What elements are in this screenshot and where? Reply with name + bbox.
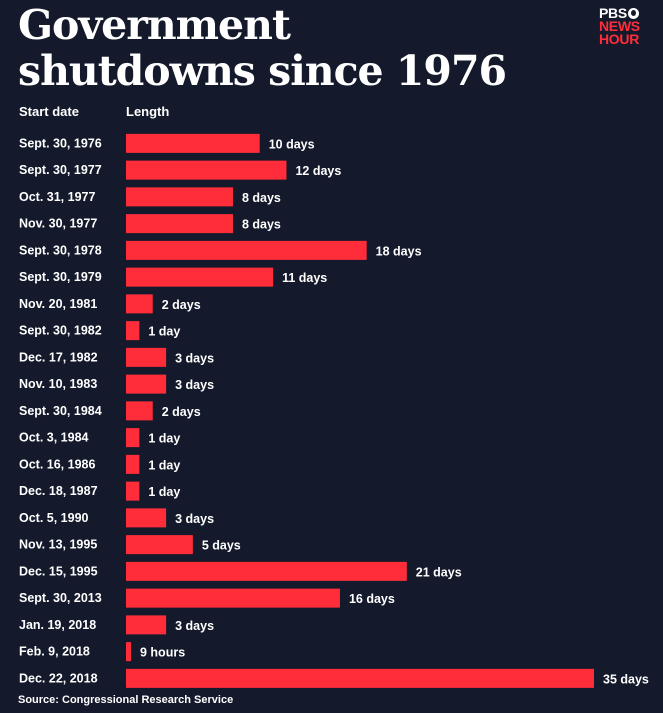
data-label: 3 days bbox=[175, 512, 214, 526]
category-label: Sept. 30, 1982 bbox=[19, 324, 102, 338]
data-label: 18 days bbox=[376, 244, 422, 258]
bar bbox=[126, 561, 407, 581]
bar bbox=[126, 508, 167, 528]
data-label: 11 days bbox=[282, 271, 327, 285]
category-label: Nov. 30, 1977 bbox=[19, 217, 97, 231]
bar bbox=[126, 642, 132, 662]
bar bbox=[126, 160, 287, 180]
category-label: Oct. 31, 1977 bbox=[19, 190, 95, 204]
bar bbox=[126, 481, 140, 501]
data-label: 1 day bbox=[148, 432, 180, 446]
bar bbox=[126, 214, 233, 234]
bar bbox=[126, 187, 233, 207]
bar bbox=[126, 588, 340, 608]
category-label: Dec. 22, 2018 bbox=[19, 671, 98, 685]
category-label: Nov. 13, 1995 bbox=[19, 538, 97, 552]
bar bbox=[126, 615, 167, 635]
category-label: Sept. 30, 1984 bbox=[19, 404, 102, 418]
bar bbox=[126, 535, 193, 555]
data-label: 1 day bbox=[148, 458, 180, 472]
category-label: Dec. 18, 1987 bbox=[19, 484, 98, 498]
bar bbox=[126, 267, 274, 287]
bar bbox=[126, 374, 167, 394]
data-label: 1 day bbox=[148, 325, 180, 339]
bar bbox=[126, 454, 140, 474]
logo-line-3: HOUR bbox=[599, 31, 640, 47]
category-label: Sept. 30, 1976 bbox=[19, 136, 102, 150]
bar bbox=[126, 347, 167, 367]
source-note: Source: Congressional Research Service bbox=[18, 694, 234, 706]
category-label: Nov. 20, 1981 bbox=[19, 297, 97, 311]
pbs-head-icon bbox=[627, 8, 639, 19]
data-label: 16 days bbox=[349, 592, 395, 606]
data-label: 5 days bbox=[202, 539, 241, 553]
data-label: 10 days bbox=[269, 137, 315, 151]
data-label: 3 days bbox=[175, 351, 214, 365]
data-label: 2 days bbox=[162, 298, 201, 312]
start-date-header: Start date bbox=[19, 104, 79, 119]
chart-title: Government shutdowns since 1976 bbox=[18, 1, 507, 95]
category-label: Dec. 15, 1995 bbox=[19, 564, 98, 578]
bar bbox=[126, 428, 140, 448]
bar bbox=[126, 240, 367, 260]
category-label: Oct. 3, 1984 bbox=[19, 431, 89, 445]
data-label: 9 hours bbox=[140, 646, 185, 660]
length-header: Length bbox=[126, 104, 170, 119]
bar bbox=[126, 401, 153, 421]
data-label: 3 days bbox=[175, 619, 214, 633]
data-label: 8 days bbox=[242, 191, 281, 205]
bar bbox=[126, 321, 140, 341]
data-label: 2 days bbox=[162, 405, 201, 419]
category-label: Dec. 17, 1982 bbox=[19, 350, 98, 364]
logo-line-2: NEWS bbox=[599, 18, 640, 34]
bar bbox=[126, 294, 153, 314]
pbs-newshour-logo: PBS NEWS HOUR bbox=[599, 5, 640, 47]
category-label: Sept. 30, 2013 bbox=[19, 591, 102, 605]
category-label: Feb. 9, 2018 bbox=[19, 645, 90, 659]
data-label: 35 days bbox=[603, 672, 649, 686]
category-label: Jan. 19, 2018 bbox=[19, 618, 96, 632]
data-label: 1 day bbox=[148, 485, 180, 499]
category-label: Sept. 30, 1978 bbox=[19, 243, 102, 257]
data-label: 3 days bbox=[175, 378, 214, 392]
data-label: 8 days bbox=[242, 218, 281, 232]
bar bbox=[126, 133, 260, 153]
category-label: Sept. 30, 1977 bbox=[19, 163, 102, 177]
category-label: Oct. 5, 1990 bbox=[19, 511, 89, 525]
logo-line-1: PBS bbox=[599, 5, 627, 21]
data-label: 21 days bbox=[416, 565, 462, 579]
category-label: Oct. 16, 1986 bbox=[19, 457, 95, 471]
data-label: 12 days bbox=[295, 164, 341, 178]
category-label: Nov. 10, 1983 bbox=[19, 377, 97, 391]
category-label: Sept. 30, 1979 bbox=[19, 270, 102, 284]
bar bbox=[126, 668, 594, 688]
